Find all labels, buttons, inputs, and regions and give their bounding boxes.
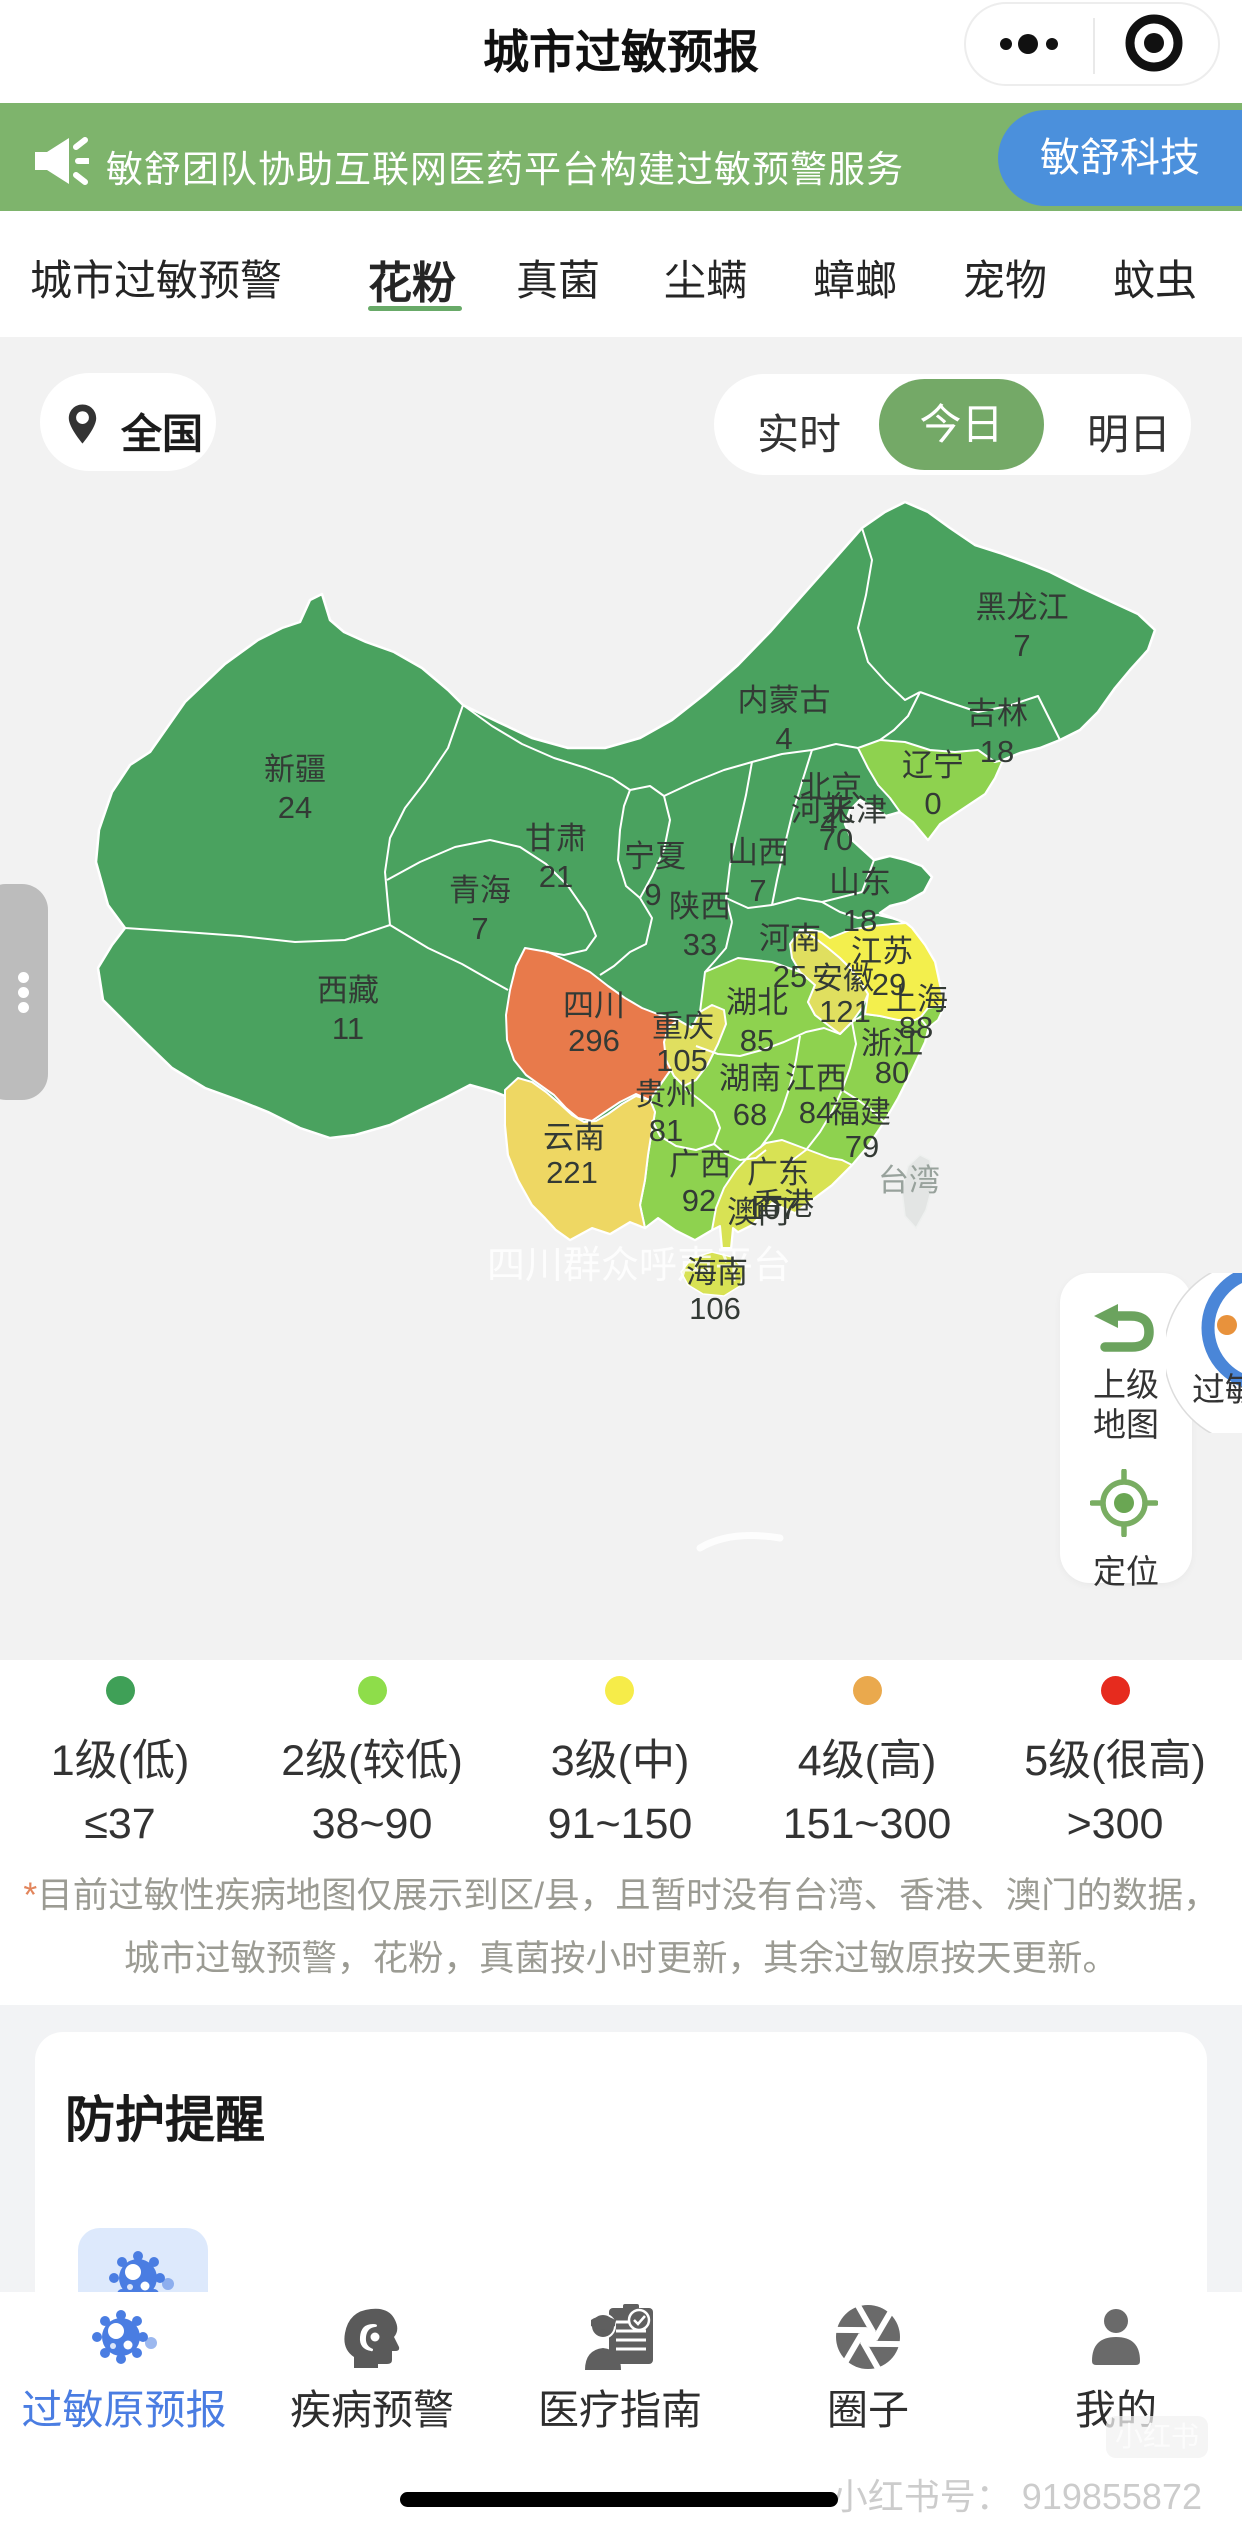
- svg-text:云南: 云南: [543, 1120, 605, 1155]
- svg-text:天津: 天津: [825, 793, 887, 828]
- svg-text:9: 9: [644, 877, 661, 912]
- svg-text:296: 296: [568, 1023, 620, 1058]
- svg-text:80: 80: [875, 1055, 909, 1090]
- svg-text:广西: 广西: [669, 1147, 731, 1182]
- svg-text:湖北: 湖北: [726, 985, 788, 1020]
- svg-text:宁夏: 宁夏: [624, 839, 686, 874]
- svg-text:18: 18: [980, 734, 1014, 769]
- svg-text:吉林: 吉林: [966, 696, 1028, 731]
- svg-text:广东: 广东: [747, 1155, 809, 1190]
- svg-text:106: 106: [689, 1291, 741, 1326]
- svg-text:88: 88: [899, 1010, 933, 1045]
- svg-text:贵州: 贵州: [635, 1077, 697, 1112]
- svg-text:浙江: 浙江: [861, 1026, 923, 1061]
- svg-text:福建: 福建: [829, 1095, 891, 1130]
- svg-text:18: 18: [843, 903, 877, 938]
- svg-text:上海: 上海: [886, 982, 948, 1017]
- svg-text:70: 70: [819, 822, 853, 857]
- svg-text:重庆: 重庆: [652, 1009, 714, 1044]
- svg-text:25: 25: [773, 959, 807, 994]
- svg-text:33: 33: [683, 927, 717, 962]
- svg-text:新疆: 新疆: [264, 752, 326, 787]
- svg-text:青海: 青海: [449, 873, 511, 908]
- svg-text:24: 24: [278, 790, 312, 825]
- svg-text:84: 84: [799, 1095, 833, 1130]
- svg-text:105: 105: [656, 1043, 708, 1078]
- svg-text:陕西: 陕西: [669, 889, 731, 924]
- svg-text:11: 11: [332, 1011, 364, 1046]
- svg-text:台湾: 台湾: [878, 1163, 940, 1198]
- svg-text:安徽: 安徽: [812, 961, 874, 996]
- svg-text:山东: 山东: [829, 865, 891, 900]
- svg-text:29: 29: [872, 967, 906, 1002]
- svg-text:河南: 河南: [759, 921, 821, 956]
- svg-text:澳门: 澳门: [727, 1195, 789, 1230]
- svg-text:黑龙江: 黑龙江: [976, 590, 1069, 625]
- svg-text:221: 221: [546, 1155, 598, 1190]
- svg-text:81: 81: [649, 1113, 683, 1148]
- svg-text:85: 85: [740, 1023, 774, 1058]
- svg-text:4: 4: [775, 721, 792, 756]
- svg-text:湖南: 湖南: [719, 1061, 781, 1096]
- svg-text:山西: 山西: [727, 835, 789, 870]
- svg-text:西藏: 西藏: [317, 973, 379, 1008]
- svg-text:海南: 海南: [686, 1255, 748, 1290]
- svg-text:江苏: 江苏: [851, 934, 913, 969]
- svg-text:过敏: 过敏: [1192, 1371, 1242, 1408]
- svg-text:7: 7: [749, 873, 766, 908]
- svg-text:辽宁: 辽宁: [902, 748, 964, 783]
- svg-text:内蒙古: 内蒙古: [738, 683, 831, 718]
- svg-text:江西: 江西: [785, 1061, 847, 1096]
- svg-text:92: 92: [682, 1183, 716, 1218]
- svg-text:107: 107: [746, 1191, 798, 1226]
- svg-text:7: 7: [471, 911, 488, 946]
- svg-text:68: 68: [733, 1097, 767, 1132]
- svg-text:北京: 北京: [800, 770, 862, 805]
- svg-text:79: 79: [845, 1129, 879, 1164]
- svg-text:四川群众呼声平台: 四川群众呼声平台: [487, 1245, 791, 1287]
- svg-text:河北: 河北: [791, 793, 853, 828]
- svg-text:21: 21: [539, 859, 573, 894]
- svg-text:4: 4: [820, 805, 837, 840]
- svg-text:四川: 四川: [563, 988, 625, 1023]
- svg-text:香港: 香港: [752, 1187, 814, 1222]
- svg-text:0: 0: [924, 786, 941, 821]
- svg-text:121: 121: [819, 994, 871, 1029]
- svg-text:7: 7: [1013, 628, 1030, 663]
- svg-text:甘肃: 甘肃: [525, 821, 587, 856]
